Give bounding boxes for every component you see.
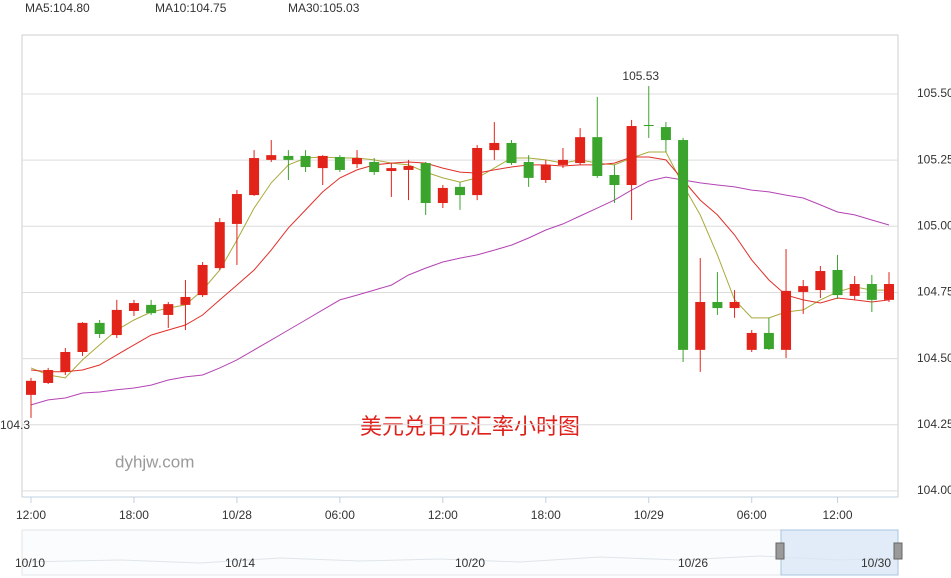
- watermark: dyhjw.com: [115, 452, 194, 471]
- navigator-label: 10/26: [678, 556, 708, 570]
- candle-body: [214, 222, 225, 269]
- x-tick-label: 12:00: [428, 508, 458, 522]
- navigator-label: 10/20: [455, 556, 485, 570]
- legend-item: MA10:104.75: [155, 1, 227, 15]
- y-tick-label: 105.00: [917, 218, 951, 232]
- candle-body: [300, 155, 311, 168]
- candle-body: [866, 283, 877, 300]
- candle-body: [540, 164, 551, 181]
- candle-body: [763, 332, 774, 350]
- candle-body: [455, 186, 465, 196]
- candle-body: [386, 168, 397, 172]
- candle-body: [283, 155, 294, 160]
- candle-body: [334, 156, 345, 170]
- y-tick-label: 104.50: [917, 351, 951, 365]
- candle-body: [26, 380, 36, 395]
- candle-body: [231, 194, 242, 224]
- x-tick-label: 06:00: [325, 508, 355, 522]
- navigator-label: 10/30: [861, 556, 891, 570]
- candle-body: [729, 301, 740, 309]
- candle-body: [557, 159, 568, 165]
- candle-body: [472, 147, 483, 196]
- ma-line: [30, 151, 889, 379]
- navigator-label: 10/10: [15, 556, 45, 570]
- x-tick-label: 18:00: [531, 508, 561, 522]
- candle-body: [884, 283, 894, 300]
- candle-body: [523, 162, 534, 178]
- x-tick-label: 12:00: [16, 508, 46, 522]
- x-tick-label: 10/29: [634, 508, 664, 522]
- x-tick-label: 06:00: [737, 508, 767, 522]
- ma-line: [30, 176, 890, 406]
- candle-body: [609, 174, 620, 186]
- candle-body: [94, 322, 105, 335]
- candle-body: [163, 304, 174, 315]
- y-tick-label: 105.25: [917, 152, 951, 166]
- candle-body: [317, 155, 328, 169]
- candle-body: [60, 351, 71, 372]
- candle-body: [249, 158, 260, 196]
- candle-body: [575, 137, 586, 164]
- candle-body: [128, 303, 139, 311]
- candle-body: [403, 165, 414, 170]
- candle-body: [660, 127, 671, 141]
- ma-line: [30, 156, 890, 373]
- candle-body: [695, 301, 706, 350]
- min-label: 104.3: [0, 418, 30, 432]
- chart-title: 美元兑日元汇率小时图: [360, 414, 580, 439]
- candle-body: [832, 269, 843, 296]
- y-tick-label: 104.00: [917, 483, 951, 497]
- navigator[interactable]: [21, 529, 899, 576]
- candle-body: [43, 369, 54, 383]
- candle-body: [197, 264, 208, 296]
- navigator-label: 10/14: [225, 556, 255, 570]
- y-tick-label: 104.25: [917, 417, 951, 431]
- candle-body: [489, 142, 500, 151]
- candle-body: [849, 283, 860, 296]
- candle-body: [437, 187, 448, 204]
- x-tick-label: 12:00: [823, 508, 853, 522]
- candle-body: [266, 155, 277, 160]
- y-tick-label: 105.50: [917, 86, 951, 100]
- candle-body: [592, 137, 603, 177]
- navigator-handle[interactable]: [893, 542, 903, 560]
- candle-body: [506, 142, 517, 164]
- max-label: 105.53: [622, 69, 659, 83]
- candle-body: [146, 304, 157, 314]
- x-tick-label: 18:00: [119, 508, 149, 522]
- x-tick-label: 10/28: [222, 508, 252, 522]
- candle-body: [815, 271, 826, 291]
- candle-body: [798, 286, 809, 292]
- legend-item: MA30:105.03: [288, 1, 360, 15]
- candle-body: [180, 296, 191, 305]
- y-tick-label: 104.75: [917, 285, 951, 299]
- candle-body: [420, 163, 431, 204]
- candle-body: [111, 309, 122, 336]
- candle-body: [643, 124, 654, 127]
- navigator-line: [21, 555, 899, 564]
- candle-body: [781, 290, 792, 350]
- candle-body: [369, 162, 380, 173]
- navigator-handle[interactable]: [775, 542, 785, 560]
- candle-body: [626, 126, 637, 186]
- candle-body: [77, 322, 88, 352]
- candle-body: [678, 140, 689, 350]
- candle-body: [712, 301, 723, 309]
- candle-body: [352, 158, 363, 165]
- legend-item: MA5:104.80: [25, 1, 90, 15]
- candle-body: [746, 332, 757, 350]
